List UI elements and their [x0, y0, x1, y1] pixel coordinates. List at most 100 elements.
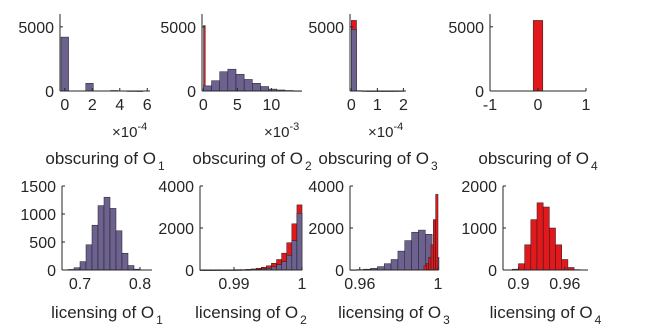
- x-tick-label: 0.99: [218, 276, 249, 293]
- multiplier-base: ×10: [112, 124, 137, 141]
- histogram-bar: [60, 36, 69, 92]
- y-tick-label: 0: [47, 263, 56, 280]
- x-tick-label: 0: [347, 97, 356, 114]
- x-tick-label: 0.9: [507, 276, 529, 293]
- y-tick-label: 2000: [308, 221, 344, 238]
- x-tick-label: 4: [115, 97, 124, 114]
- x-axis-label-text: licensing of O: [338, 303, 441, 322]
- multiplier-exponent: -3: [289, 121, 299, 133]
- histogram-bar: [103, 196, 111, 271]
- x-axis-label-text: licensing of O: [490, 303, 593, 322]
- histogram-bar: [203, 85, 212, 92]
- x-axis-label-subscript: 2: [305, 159, 312, 173]
- axis-multiplier: ×10-4: [112, 121, 147, 141]
- x-tick-label: 1: [582, 97, 591, 114]
- y-tick-label: 0: [45, 84, 54, 101]
- x-tick-label: 5: [233, 97, 242, 114]
- histogram-bar: [91, 224, 99, 271]
- x-tick-label: 1: [298, 276, 307, 293]
- histogram-bar: [433, 219, 436, 271]
- x-axis-label-subscript: 2: [300, 313, 307, 327]
- histogram-bar: [518, 263, 525, 271]
- x-tick-label: 2: [88, 97, 97, 114]
- histogram-bar: [397, 250, 406, 271]
- histogram-bar: [351, 29, 357, 92]
- histogram-bar: [243, 79, 253, 92]
- x-tick-label: 0: [60, 97, 69, 114]
- multiplier-base: ×10: [264, 124, 289, 141]
- histogram-bar: [549, 227, 556, 271]
- x-tick-label: 1: [434, 276, 443, 293]
- x-tick-label: -1: [483, 97, 497, 114]
- histogram-bar: [430, 244, 434, 271]
- multiplier-exponent: -4: [137, 121, 147, 133]
- y-tick-label: 500: [29, 235, 56, 252]
- histogram-bar: [281, 261, 287, 271]
- y-tick-label: 0: [475, 84, 484, 101]
- axis-multiplier: ×10-4: [368, 121, 403, 141]
- histogram-bar: [383, 263, 392, 271]
- y-tick-label: 0: [185, 263, 194, 280]
- histogram-bar: [291, 240, 298, 271]
- histogram-bar: [555, 244, 562, 271]
- y-tick-label: 2000: [158, 221, 194, 238]
- histogram-bar: [276, 264, 282, 271]
- x-axis-label-subscript: 1: [158, 159, 165, 173]
- x-axis-label-text: obscuring of O: [478, 149, 589, 168]
- histogram-bar: [286, 255, 293, 271]
- multiplier-exponent: -4: [393, 121, 403, 133]
- histogram-bar: [85, 244, 93, 271]
- y-tick-label: 4000: [158, 179, 194, 196]
- x-axis-label-subscript: 4: [595, 313, 602, 327]
- x-tick-label: 6: [143, 97, 152, 114]
- x-axis-label-text: licensing of O: [51, 303, 154, 322]
- histogram-bar: [524, 244, 532, 271]
- x-axis-label-subscript: 1: [156, 313, 163, 327]
- histogram-bar: [296, 213, 303, 271]
- multiplier-base: ×10: [368, 124, 393, 141]
- histogram-bar: [211, 80, 220, 92]
- y-tick-label: 5000: [18, 20, 54, 37]
- histogram-bar: [426, 263, 429, 271]
- histogram-bar: [115, 230, 123, 271]
- histogram-bar: [542, 206, 550, 271]
- histogram-bar: [219, 71, 229, 92]
- x-axis-label-text: obscuring of O: [318, 149, 429, 168]
- x-tick-label: 0.8: [129, 276, 151, 293]
- x-tick-label: 0.96: [344, 276, 375, 293]
- x-tick-label: 0: [534, 97, 543, 114]
- x-axis-label-subscript: 3: [431, 159, 438, 173]
- x-tick-label: 2: [399, 97, 408, 114]
- y-tick-label: 5000: [308, 20, 344, 37]
- histogram-bar: [127, 265, 135, 271]
- histogram-bar: [411, 231, 419, 271]
- histogram-bar: [530, 219, 538, 271]
- y-tick-label: 0: [187, 84, 196, 101]
- histogram-bar: [423, 265, 427, 271]
- x-axis-label-text: licensing of O: [195, 303, 298, 322]
- histogram-bar: [227, 68, 237, 92]
- y-tick-label: 0: [335, 263, 344, 280]
- x-axis-label-subscript: 3: [443, 313, 450, 327]
- x-tick-label: 10: [262, 97, 280, 114]
- histogram-bar: [121, 252, 129, 271]
- y-tick-label: 5000: [448, 20, 484, 37]
- histogram-bar: [79, 261, 87, 271]
- y-tick-label: 1000: [20, 207, 56, 224]
